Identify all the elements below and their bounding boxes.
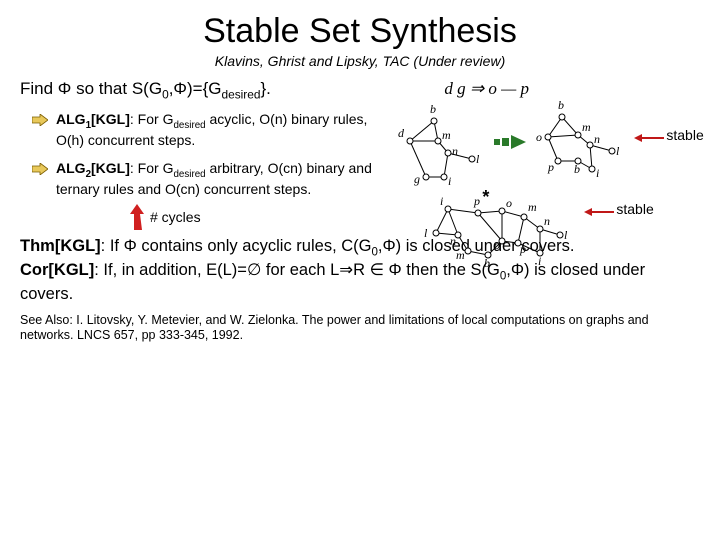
up-arrow-icon <box>130 204 144 230</box>
formula: d g ⇒ o — p <box>444 79 529 99</box>
bullet-2: ALG2[KGL]: For Gdesired arbitrary, O(cn)… <box>32 160 378 199</box>
svg-text:l: l <box>424 226 428 240</box>
svg-text:p: p <box>519 242 526 256</box>
svg-text:p: p <box>473 195 480 208</box>
theorem-block: Thm[KGL]: If Φ contains only acyclic rul… <box>20 236 700 304</box>
svg-text:m: m <box>442 128 451 142</box>
svg-text:l: l <box>616 144 620 158</box>
svg-text:m: m <box>528 200 537 214</box>
svg-text:g: g <box>414 172 420 186</box>
svg-text:b: b <box>430 102 436 116</box>
graph-diagram-3: ipomnllnmbopi <box>424 195 574 275</box>
cycles-note: # cycles <box>130 204 378 230</box>
svg-text:b: b <box>558 101 564 112</box>
reference: See Also: I. Litovsky, Y. Metevier, and … <box>20 313 700 344</box>
svg-text:n: n <box>594 132 600 146</box>
subtitle: Klavins, Ghrist and Lipsky, TAC (Under r… <box>20 53 700 69</box>
svg-text:m: m <box>456 248 465 262</box>
find-line: Find Φ so that S(G0,Φ)={Gdesired}. <box>20 79 378 101</box>
svg-text:i: i <box>538 254 541 268</box>
svg-text:n: n <box>450 234 456 248</box>
svg-text:i: i <box>440 195 443 208</box>
svg-text:n: n <box>544 214 550 228</box>
svg-text:d: d <box>398 126 405 140</box>
svg-text:o: o <box>536 130 542 144</box>
svg-text:n: n <box>452 144 458 158</box>
stable-label-1: stable <box>666 127 703 143</box>
svg-text:i: i <box>448 174 451 188</box>
svg-text:o: o <box>506 196 512 210</box>
svg-text:b: b <box>574 162 580 176</box>
left-column: Find Φ so that S(G0,Φ)={Gdesired}. ALG1[… <box>20 79 378 230</box>
svg-text:m: m <box>582 120 591 134</box>
arrow-icon <box>32 163 48 175</box>
stable-arrow-icon <box>584 207 614 217</box>
svg-text:b: b <box>484 256 490 270</box>
svg-text:i: i <box>596 166 599 180</box>
stable-arrow-icon <box>634 133 664 143</box>
arrow-icon <box>32 114 48 126</box>
stable-label-2: stable <box>616 201 653 217</box>
graph-diagram-1: d bmn l g i <box>394 101 494 197</box>
svg-text:p: p <box>547 160 554 174</box>
svg-text:l: l <box>564 228 568 242</box>
graph-diagram-2: b o mn l p b i <box>534 101 634 197</box>
transition-arrow-icon <box>494 135 526 149</box>
svg-text:o: o <box>494 238 500 252</box>
page-title: Stable Set Synthesis <box>20 12 700 51</box>
bullet-1: ALG1[KGL]: For Gdesired acyclic, O(n) bi… <box>32 111 378 150</box>
right-column: d g ⇒ o — p dbmnlgi bomnlpbi stable * ip… <box>388 79 700 230</box>
svg-text:l: l <box>476 152 480 166</box>
